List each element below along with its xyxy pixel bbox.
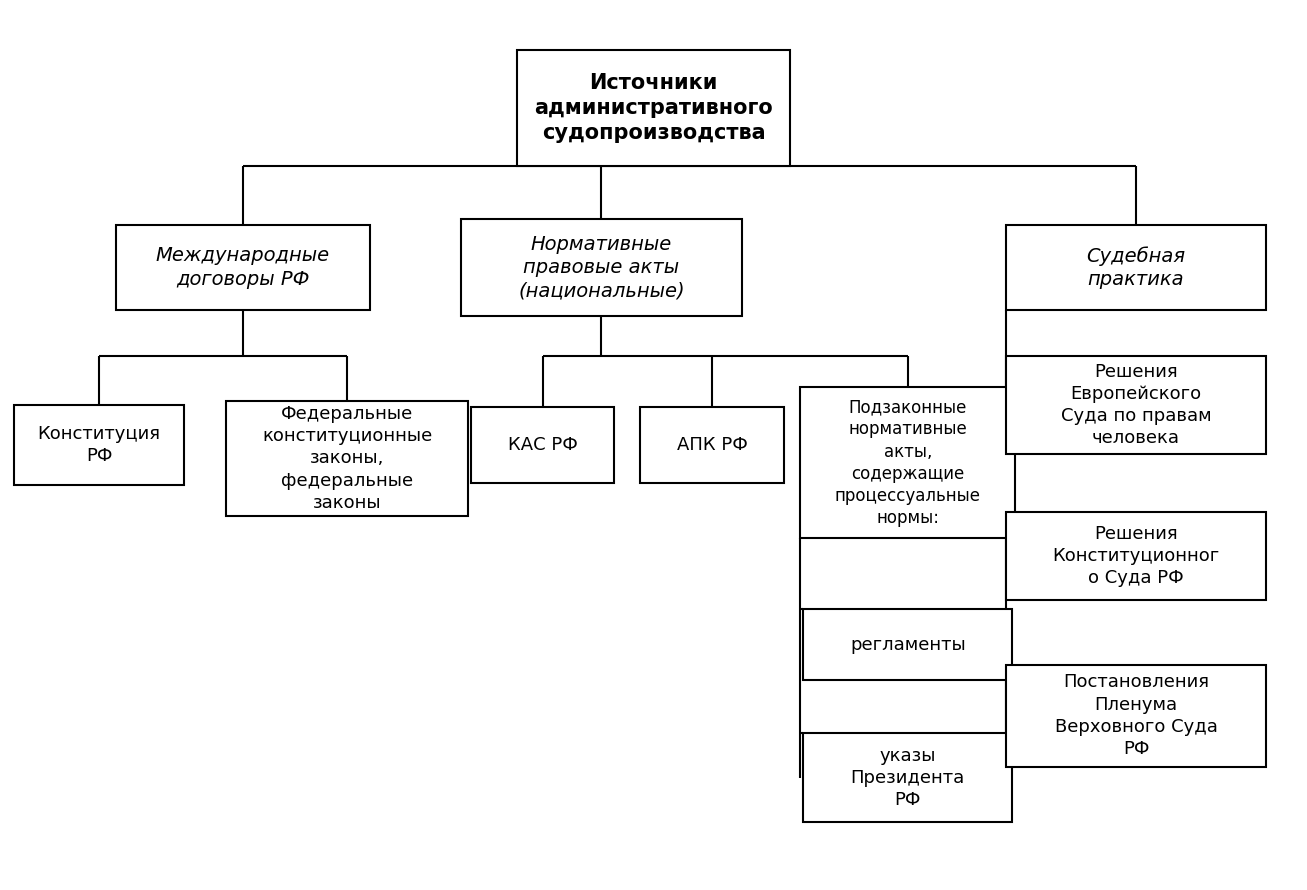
Text: Решения
Конституционног
о Суда РФ: Решения Конституционног о Суда РФ [1052,525,1219,587]
Text: Нормативные
правовые акты
(национальные): Нормативные правовые акты (национальные) [518,235,685,301]
Text: Федеральные
конституционные
законы,
федеральные
законы: Федеральные конституционные законы, феде… [261,405,433,512]
Text: КАС РФ: КАС РФ [507,436,578,454]
Text: Конституция
РФ: Конституция РФ [38,425,161,465]
FancyBboxPatch shape [14,405,184,485]
FancyBboxPatch shape [516,50,791,166]
FancyBboxPatch shape [804,609,1012,680]
FancyBboxPatch shape [1005,225,1266,310]
Text: регламенты: регламенты [850,635,966,653]
FancyBboxPatch shape [226,400,468,516]
FancyBboxPatch shape [115,225,370,310]
FancyBboxPatch shape [471,408,614,482]
FancyBboxPatch shape [1005,512,1266,600]
Text: Международные
договоры РФ: Международные договоры РФ [156,247,329,289]
FancyBboxPatch shape [1005,356,1266,454]
Text: указы
Президента
РФ: указы Президента РФ [851,747,965,809]
Text: Постановления
Пленума
Верховного Суда
РФ: Постановления Пленума Верховного Суда РФ [1055,674,1218,758]
Text: Источники
административного
судопроизводства: Источники административного судопроизвод… [535,73,772,142]
FancyBboxPatch shape [800,387,1016,538]
Text: АПК РФ: АПК РФ [677,436,748,454]
FancyBboxPatch shape [461,219,741,316]
Text: Решения
Европейского
Суда по правам
человека: Решения Европейского Суда по правам чело… [1061,363,1212,448]
Text: Судебная
практика: Судебная практика [1086,246,1185,289]
Text: Подзаконные
нормативные
акты,
содержащие
процессуальные
нормы:: Подзаконные нормативные акты, содержащие… [835,398,980,527]
FancyBboxPatch shape [1005,665,1266,766]
FancyBboxPatch shape [640,408,784,482]
FancyBboxPatch shape [804,733,1012,822]
